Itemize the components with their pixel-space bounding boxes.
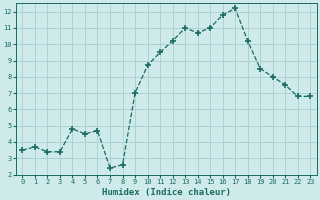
X-axis label: Humidex (Indice chaleur): Humidex (Indice chaleur)	[102, 188, 231, 197]
